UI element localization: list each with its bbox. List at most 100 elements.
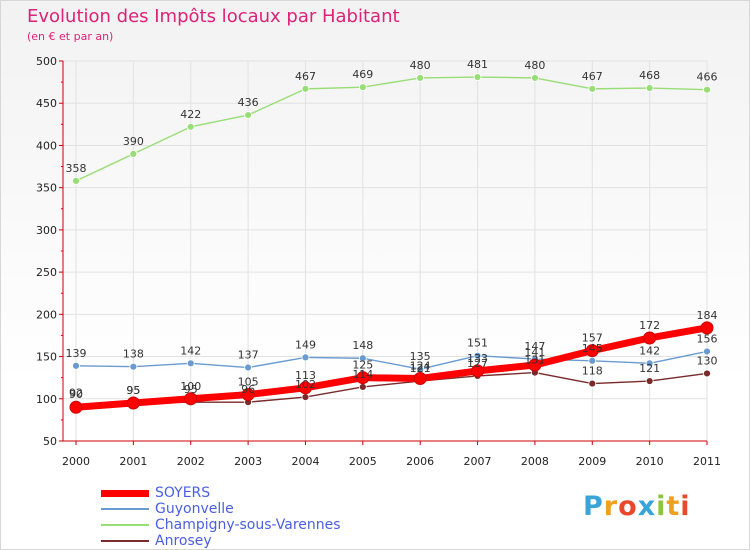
data-label: 149 (295, 338, 316, 351)
data-label: 466 (697, 71, 718, 84)
x-tick-label: 2000 (62, 455, 90, 468)
data-label: 156 (697, 332, 718, 345)
data-point (585, 344, 599, 358)
x-tick-label: 2009 (578, 455, 606, 468)
legend-swatch-guyonvelle (101, 508, 149, 510)
data-point (645, 359, 654, 368)
chart-axes: 50 100 150 200 250 300 350 400 450 500 2000 2001 200… (36, 55, 721, 468)
data-point (129, 362, 138, 371)
x-tick-label: 2001 (119, 455, 147, 468)
data-point (471, 364, 485, 378)
legend-label-anrosey: Anrosey (155, 533, 212, 549)
data-point (72, 361, 80, 370)
data-point (129, 149, 138, 158)
data-label: 481 (467, 58, 488, 71)
data-label: 157 (582, 332, 603, 345)
data-label: 95 (184, 383, 198, 396)
proxiti-logo: Proxiti (583, 491, 691, 522)
data-label: 92 (69, 387, 83, 400)
data-point (301, 393, 310, 401)
x-tick-label: 2007 (464, 455, 492, 468)
data-point (700, 321, 714, 335)
data-label: 147 (524, 340, 545, 353)
data-point (184, 392, 198, 406)
data-label: 138 (123, 348, 144, 361)
legend-item: Anrosey (101, 533, 341, 549)
data-label: 139 (66, 347, 87, 360)
logo-letter: P (583, 491, 604, 522)
data-point (531, 73, 539, 82)
data-label: 125 (352, 359, 373, 372)
data-point (473, 73, 482, 81)
data-label: 133 (467, 352, 488, 365)
data-label: 436 (238, 96, 259, 109)
legend-label-soyers: SOYERS (155, 485, 211, 501)
legend-item: Guyonvelle (101, 501, 341, 517)
data-label: 422 (180, 108, 201, 121)
series-line-soyers (72, 324, 711, 411)
data-label: 469 (352, 68, 373, 81)
series-line-guyonvelle (75, 350, 708, 370)
data-label: 145 (582, 342, 603, 355)
legend-label-champigny: Champigny-sous-Varennes (155, 517, 341, 533)
y-tick-label: 300 (36, 224, 57, 237)
data-point (298, 381, 312, 395)
data-point (358, 383, 367, 391)
data-label: 118 (582, 365, 603, 378)
data-point (703, 369, 711, 378)
legend-swatch-soyers (101, 489, 149, 497)
logo-letter: i (680, 491, 691, 522)
data-point (358, 354, 367, 363)
data-label: 390 (123, 135, 144, 148)
data-label: 141 (524, 346, 545, 359)
data-label: 358 (66, 162, 87, 175)
y-tick-label: 250 (36, 266, 57, 279)
data-label: 96 (241, 383, 255, 396)
y-tick-label: 500 (36, 55, 57, 68)
y-tick-label: 350 (36, 182, 57, 195)
data-label: 127 (467, 357, 488, 370)
data-point (72, 177, 80, 185)
legend-swatch-champigny (101, 524, 149, 526)
series-line-champigny-sous-varennes (75, 76, 708, 182)
series-points (69, 73, 714, 414)
data-point (301, 353, 310, 362)
logo-letter: t (666, 491, 681, 522)
data-point (703, 85, 711, 94)
data-label: 105 (238, 376, 259, 389)
data-point (473, 351, 482, 360)
data-label: 468 (639, 69, 660, 82)
legend-item: Champigny-sous-Varennes (101, 517, 341, 533)
x-tick-label: 2005 (349, 455, 377, 468)
data-point (703, 347, 711, 356)
x-tick-label: 2010 (636, 455, 664, 468)
data-point (301, 84, 310, 93)
legend-item: SOYERS (101, 485, 341, 501)
data-label: 135 (410, 350, 431, 363)
data-label: 124 (410, 360, 431, 373)
data-point (69, 400, 83, 414)
data-label: 121 (639, 362, 660, 375)
x-tick-label: 2011 (693, 455, 721, 468)
data-label: 95 (126, 384, 140, 397)
data-label: 467 (295, 70, 316, 83)
logo-letter: i (656, 491, 667, 522)
legend-label-guyonvelle: Guyonvelle (155, 501, 234, 517)
data-label: 142 (639, 344, 660, 357)
x-tick-label: 2008 (521, 455, 549, 468)
data-label: 113 (295, 369, 316, 382)
data-label: 467 (582, 70, 603, 83)
data-label: 130 (697, 354, 718, 367)
data-point (244, 363, 252, 372)
chart-subtitle: (en € et par an) (27, 30, 114, 43)
data-point (643, 331, 657, 345)
data-point (126, 396, 140, 410)
data-point (645, 377, 654, 385)
data-label: 131 (524, 354, 545, 367)
data-label: 121 (410, 362, 431, 375)
y-tick-label: 200 (36, 308, 57, 321)
data-point (588, 84, 597, 93)
data-labels: 358 390 422 436 467 469 480 481 480 467 468 466 139 1… (66, 58, 718, 401)
data-label: 172 (639, 319, 660, 332)
